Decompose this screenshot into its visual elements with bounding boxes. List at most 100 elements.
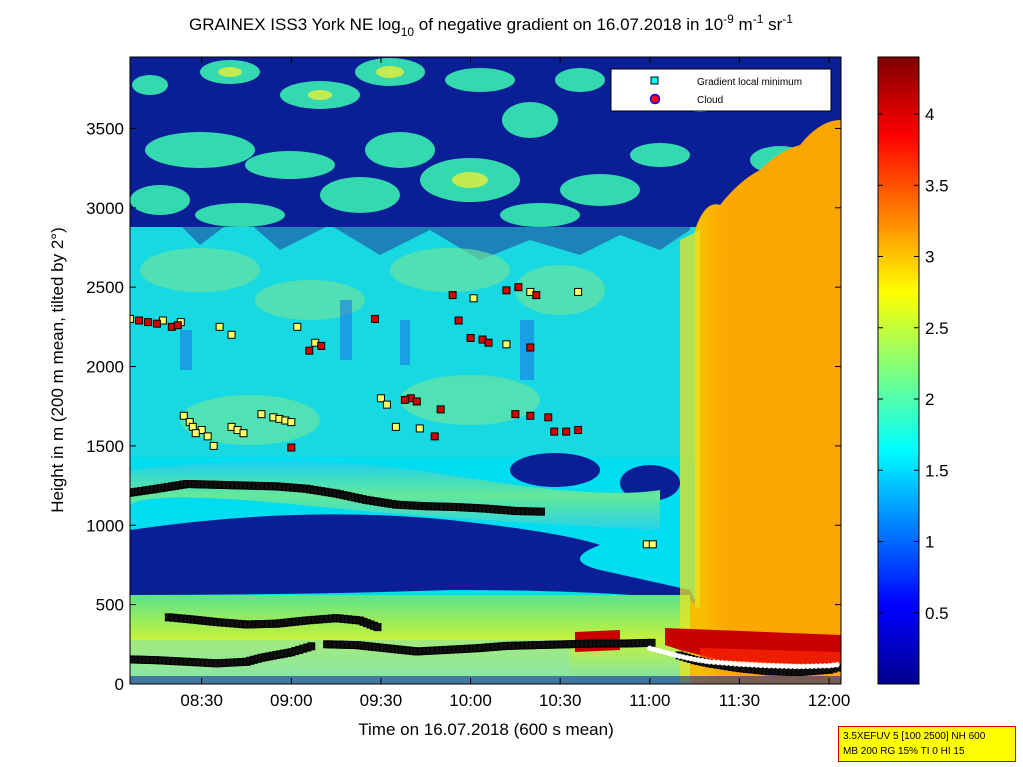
legend-box (610, 68, 832, 112)
colorbar-tick-label: 3 (925, 248, 934, 267)
cloud-marker (783, 663, 790, 669)
cloud-marker (454, 316, 463, 325)
colorbar-tick-label: 1 (925, 533, 934, 552)
cloud-marker (745, 661, 751, 668)
cloud-marker (466, 333, 475, 342)
x-tick-label: 11:00 (629, 691, 670, 710)
cloud-marker (550, 427, 559, 436)
cloud-marker (502, 286, 511, 295)
cloud-marker (766, 663, 773, 669)
cloud-marker (749, 662, 755, 668)
colorbar (877, 56, 920, 685)
cloud-marker (430, 432, 439, 441)
cloud-marker (715, 659, 721, 666)
chart-title: GRAINEX ISS3 York NE log10 of negative g… (189, 12, 793, 39)
x-axis: 08:30 09:00 09:30 10:00 10:30 11:00 11:30 12:00 (180, 57, 850, 710)
cloud-marker (143, 318, 152, 327)
gradient-min-marker (307, 642, 316, 651)
cloud-marker (805, 663, 811, 670)
gradient-min-marker (382, 400, 391, 409)
cloud-marker (800, 663, 807, 670)
cloud-marker (511, 410, 520, 419)
gradient-min-marker (536, 507, 545, 516)
heatmap-field (130, 57, 841, 684)
y-tick-label: 3500 (86, 119, 124, 138)
legend-label-cloud: Cloud (697, 95, 723, 106)
cloud-marker (526, 411, 535, 420)
cloud-marker (792, 663, 798, 670)
cloud-marker (544, 413, 553, 422)
colorbar-tick-label: 2 (925, 390, 934, 409)
gradient-min-marker (373, 623, 382, 632)
gradient-min-marker (502, 340, 511, 349)
cloud-marker (173, 321, 182, 330)
gradient-min-marker (574, 287, 583, 296)
gradient-min-marker (179, 411, 188, 420)
gradient-min-marker (648, 540, 657, 549)
gradient-min-marker (293, 322, 302, 331)
cloud-marker (574, 426, 583, 435)
cloud-marker (822, 663, 828, 669)
x-axis-label: Time on 16.07.2018 (600 s mean) (358, 720, 613, 739)
y-tick-label: 0 (115, 675, 124, 694)
cloud-marker (728, 660, 734, 667)
y-tick-label: 2000 (86, 358, 124, 377)
x-tick-label: 09:00 (270, 691, 313, 710)
y-tick-label: 1500 (86, 437, 124, 456)
gradient-min-marker (239, 429, 248, 438)
cloud-marker (736, 661, 743, 667)
gradient-min-marker (215, 322, 224, 331)
info-line-1: 3.5XEFUV 5 [100 2500] NH 600 (843, 731, 986, 742)
processing-info-box: 3.5XEFUV 5 [100 2500] NH 600 MB 200 RG 1… (838, 726, 1016, 762)
gradient-min-marker (227, 330, 236, 339)
cloud-marker (484, 338, 493, 347)
cloud-marker (809, 663, 815, 669)
colorbar-tick-label: 0.5 (925, 604, 949, 623)
gradient-min-marker (191, 429, 200, 438)
cloud-marker (287, 443, 296, 452)
x-tick-label: 12:00 (808, 691, 851, 710)
cloud-marker (817, 663, 824, 669)
cloud-marker (711, 659, 717, 665)
gradient-min-marker (203, 432, 212, 441)
info-line-2: MB 200 RG 15% TI 0 HI 15 (843, 746, 965, 757)
gradient-min-marker (287, 418, 296, 427)
gradient-min-marker (415, 424, 424, 433)
y-tick-label: 3000 (86, 199, 124, 218)
colorbar-axis: 0.5 1 1.5 2 2.5 3 3.5 4 (878, 105, 949, 623)
cloud-marker (770, 663, 777, 669)
cloud-marker (787, 663, 794, 670)
x-tick-label: 09:30 (360, 691, 403, 710)
x-tick-label: 11:30 (719, 691, 760, 710)
cloud-marker (779, 663, 785, 669)
colorbar-tick-label: 3.5 (925, 176, 949, 195)
cloud-marker (400, 395, 409, 404)
circle-marker-icon (649, 93, 661, 105)
cloud-marker (370, 314, 379, 323)
cloud-marker (562, 427, 571, 436)
x-tick-label: 08:30 (180, 691, 223, 710)
square-marker-icon (650, 76, 659, 85)
cloud-marker (305, 346, 314, 355)
x-tick-label: 10:30 (539, 691, 582, 710)
gradient-min-marker (209, 441, 218, 450)
cloud-marker (526, 343, 535, 352)
colorbar-tick-label: 2.5 (925, 319, 949, 338)
gradient-min-marker (469, 294, 478, 303)
legend: Gradient local minimum Cloud (610, 68, 832, 112)
cloud-marker (834, 661, 840, 668)
cloud-marker (796, 663, 802, 670)
cloud-marker (758, 662, 764, 668)
cloud-marker (514, 283, 523, 292)
legend-label-gradient-min: Gradient local minimum (697, 77, 802, 88)
cloud-marker (412, 397, 421, 406)
cloud-marker (740, 661, 747, 668)
colorbar-tick-label: 4 (925, 105, 934, 124)
cloud-marker (723, 660, 730, 666)
cloud-marker (152, 319, 161, 328)
cloud-marker (532, 291, 541, 300)
gradient-min-marker (391, 422, 400, 431)
cloud-marker (762, 662, 768, 669)
gradient-min-marker (130, 314, 134, 323)
